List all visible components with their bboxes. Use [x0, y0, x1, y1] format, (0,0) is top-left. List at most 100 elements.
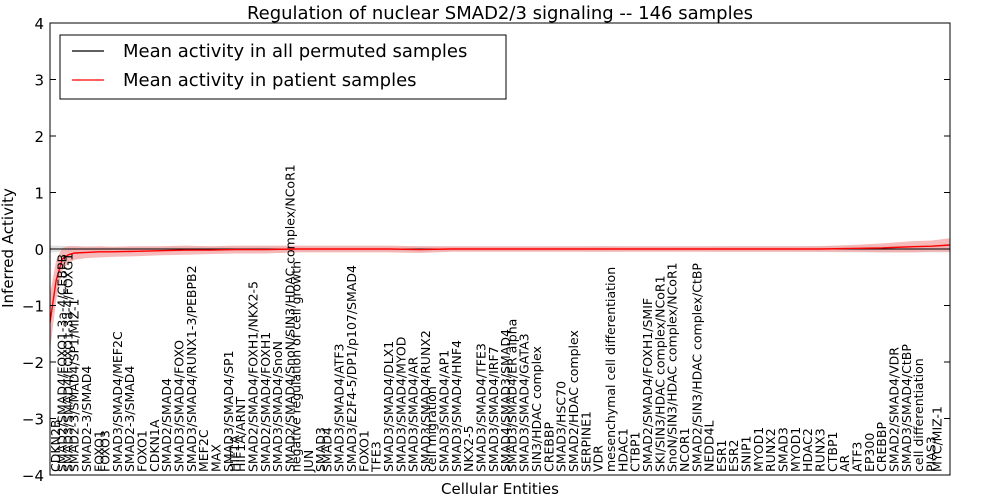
entity-label: negative regulation of cell growth: [289, 261, 304, 472]
entity-label: SMAD3/SMAD4/HNF4: [449, 340, 464, 472]
x-axis-label: Cellular Entities: [441, 480, 559, 498]
line-series-1: [49, 244, 951, 323]
entity-label: SMAD3/SMAD4/FOXO: [172, 340, 187, 472]
legend-label-patient: Mean activity in patient samples: [123, 70, 417, 91]
entity-label: HIF1A/ARNT: [233, 396, 248, 472]
entity-label: SMAD2/SMAD4: [159, 378, 174, 472]
entity-label: SMAD3/SMAD4/MYOD: [393, 337, 408, 472]
entity-label: SNIP1: [739, 436, 754, 472]
entity-label: CDKN1A: [147, 419, 162, 472]
entity-label: CREBBP: [874, 422, 889, 472]
entity-label: CDKN2B: [48, 420, 63, 472]
entity-label: ESR1: [714, 440, 729, 472]
entity-label: EP300: [862, 433, 877, 472]
entity-label: MYOD1: [788, 427, 803, 472]
entity-label: FOXO1: [91, 430, 106, 472]
series-lines: [49, 244, 951, 323]
entity-label: ATF3: [850, 442, 865, 472]
entity-label: SMAD3/E2F4-5/DP1/p107/SMAD4: [344, 265, 359, 472]
entity-label: mesenchymal cell differentiation: [603, 267, 618, 472]
entity-label: SMAD3/SMAD4/SP1: [221, 350, 236, 472]
entity-label: HIF1A: [227, 435, 242, 472]
entity-label: MYC/MIZ-1: [930, 406, 945, 472]
entity-label: ESR2: [726, 440, 741, 472]
entity-label: SIN3/HDAC complex: [529, 346, 544, 472]
entity-label: SMAD3/SMAD4/CtBP: [899, 344, 914, 472]
entity-label: SMAD2/SIN3/HDAC complex/CtBP: [689, 263, 704, 472]
entity-label: SMAD4: [319, 427, 334, 472]
entity-label: MEF2C: [196, 429, 211, 472]
entity-label: cell migration: [424, 386, 439, 472]
entity-label: SMAD3/SMAD4/RUNX2: [418, 330, 433, 472]
entity-label: SMAD3/SMAD4/DLX1: [381, 341, 396, 472]
entity-label: SMAD3/SMAD4/ATF3: [332, 344, 347, 472]
entity-label: SMAD3/SMAD4/IRF7: [486, 346, 501, 472]
entity-label: CTBP1: [628, 432, 643, 472]
entity-label: FOXO1: [356, 430, 371, 472]
entity-label: SERPINE1: [578, 411, 593, 472]
entity-label: SMAD2-3/SMAD4/SP1/MIZ-1: [67, 299, 82, 473]
band-series-1: [50, 238, 950, 351]
entity-label: SMAD3/SMAD4/RUNX1-3/PEBPB2: [184, 265, 199, 472]
entity-label: SMAD3/SMAD4/FOXO1-3a-4/FOXG1: [61, 253, 76, 472]
entity-label: SMAD3: [313, 427, 328, 472]
y-tick-label: −2: [22, 354, 44, 372]
entity-label: SKI/SIN3/HDAC complex/NCoR1: [652, 275, 667, 472]
y-tick-label: −1: [22, 298, 44, 316]
entity-label: SMAD2-3/SMAD4: [79, 366, 94, 472]
entity-label: SMAD3/SMAD4/SnoN: [270, 341, 285, 472]
entity-label: SMAD4/SMAD3/SMAD4: [498, 329, 513, 472]
entity-label: SMAD2/SMAD4/SnoN/SIN3/HDAC complex/NCoR1: [282, 164, 297, 472]
entity-label: SMAD3/SMAD4/GATA3: [517, 333, 532, 472]
entity-label: SMAD3: [776, 427, 791, 472]
entity-label: RUNX2: [763, 428, 778, 472]
entity-label: HDAC2: [800, 428, 815, 472]
entity-label: FOXO3: [98, 430, 113, 472]
entity-label: FOXO1: [135, 430, 150, 472]
y-tick-label: 2: [34, 128, 44, 146]
entity-label: SMAD2/SMAD4/FOXH1/SMIF: [640, 298, 655, 472]
entity-label: VDR: [591, 445, 606, 472]
entity-label: SMAD3/SMAD4/TFE3: [474, 343, 489, 472]
entity-label: SMAD2-3/SMAD4: [122, 366, 137, 472]
axes: −4 −3 −2 −1 0 1 2 3 4: [22, 15, 951, 485]
entity-label: TFE3: [369, 441, 384, 473]
entity-label: CREBBP: [541, 422, 556, 472]
y-tick-label: −4: [22, 467, 44, 485]
y-tick-label: 1: [34, 185, 44, 203]
entity-label: NCOR1: [677, 427, 692, 472]
entity-label: CTBP1: [825, 432, 840, 472]
legend: Mean activity in all permuted samples Me…: [59, 34, 507, 100]
y-tick-label: 0: [34, 241, 44, 259]
entity-label: MAX: [208, 444, 223, 472]
legend-box: [59, 34, 507, 100]
entity-label: SnoN/SIN3/HDAC complex/NCoR1: [665, 262, 680, 472]
entity-label: SMAD2/SMAD4/FOXH1/NKX2-5: [245, 281, 260, 472]
entity-label: NKX2-5: [461, 425, 476, 472]
y-tick-label: −3: [22, 411, 44, 429]
entity-label: HDAC1: [615, 428, 630, 472]
entity-label: RUNX3: [813, 428, 828, 472]
legend-label-permuted: Mean activity in all permuted samples: [123, 41, 467, 62]
entity-label: JUN: [301, 450, 316, 473]
entity-label: SMAD3/SMAD4/AR: [406, 356, 421, 472]
entity-label: SMAD2/SMAD4/FOXH1: [258, 332, 273, 472]
entity-label: SMAD2/HDAC complex: [566, 330, 581, 472]
entity-label: SMAD2/SMAD4/VDR: [887, 347, 902, 472]
entity-labels: CDKN2BSMAD2/SMAD4/FOXO1-3a-4/CEBPBSMAD3/…: [48, 164, 945, 473]
y-tick-label: 3: [34, 72, 44, 90]
entity-label: AR: [837, 454, 852, 472]
chart-title: Regulation of nuclear SMAD2/3 signaling …: [247, 3, 753, 24]
entity-label: MYOD1: [751, 427, 766, 472]
entity-label: SMAD3/SMAD4/MEF2C: [110, 331, 125, 472]
y-axis-label: Inferred Activity: [0, 188, 17, 308]
entity-label: SMAD3/SMAD4/AP1: [437, 350, 452, 472]
entity-label: SMAD3/SMAD4/ER alpha: [504, 319, 519, 472]
entity-label: NEDD4L: [702, 421, 717, 472]
entity-label: SMAD2/SMAD4/FOXO1-3a-4/CEBPB: [54, 254, 69, 472]
entity-label: SMAD3/HSC70: [554, 381, 569, 472]
entity-label: cell differentiation: [911, 358, 926, 472]
entity-label: PIAS3: [924, 436, 939, 472]
y-tick-label: 4: [34, 15, 44, 33]
